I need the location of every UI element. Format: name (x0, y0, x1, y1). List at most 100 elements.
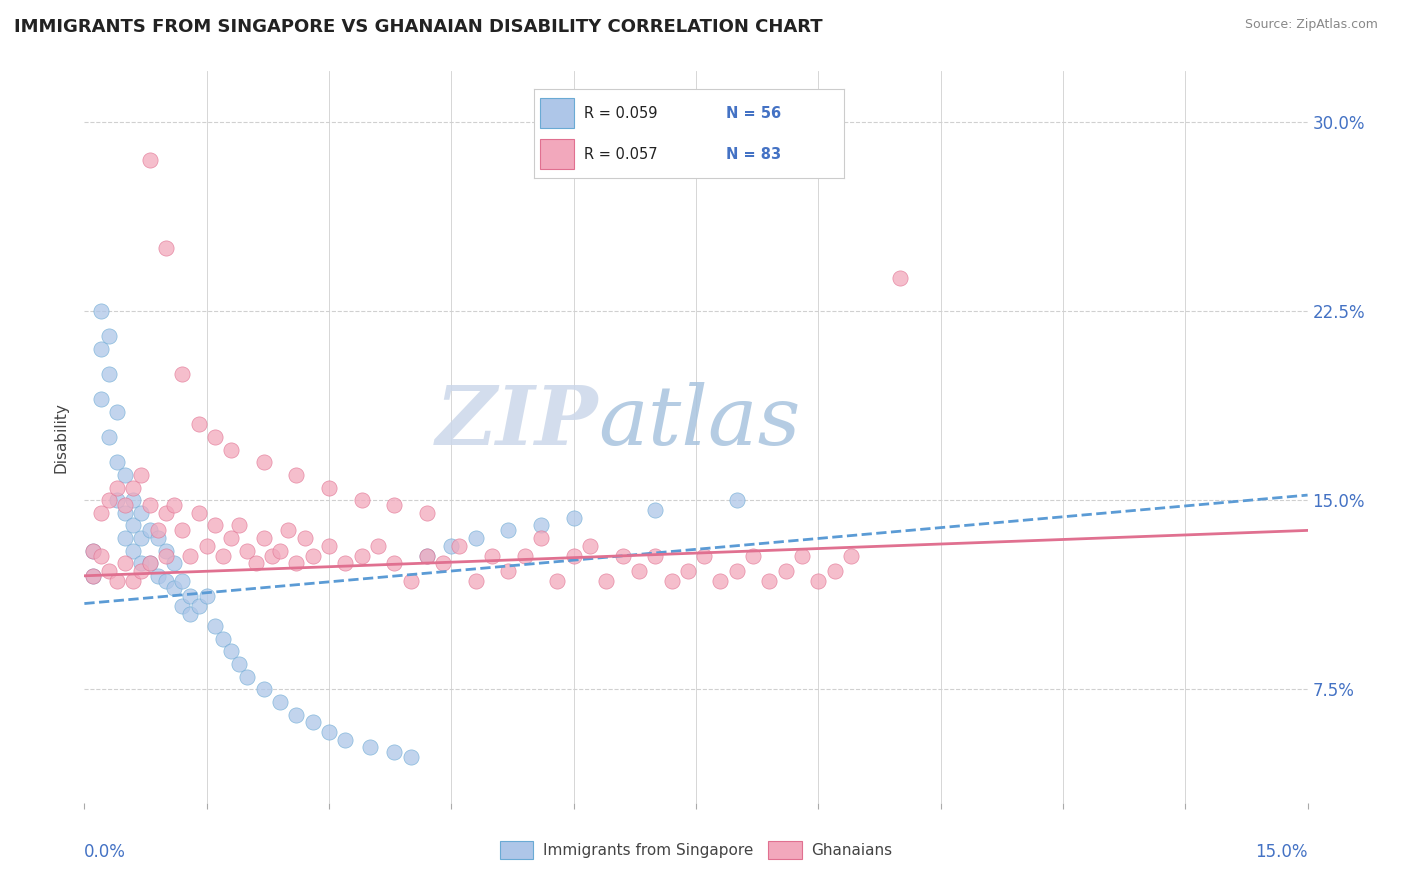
Point (277, 524, 299, 538)
Point (245, 556, 267, 570)
Point (824, 564, 846, 578)
Point (335, 556, 357, 570)
Point (138, 556, 160, 570)
Point (105, 455, 128, 469)
Point (709, 574, 731, 588)
Point (449, 539, 471, 553)
Point (219, 442, 242, 457)
Point (285, 707, 308, 722)
Point (172, 599, 194, 613)
Point (195, 539, 218, 553)
Point (204, 518, 226, 533)
Point (114, 467, 136, 482)
Point (195, 589, 218, 603)
Point (228, 518, 250, 533)
Point (131, 556, 153, 570)
Text: atlas: atlas (598, 383, 800, 462)
Bar (540, 139, 575, 169)
Point (90, 549, 112, 563)
Point (579, 539, 602, 553)
Point (676, 564, 699, 578)
Point (172, 367, 194, 381)
Point (155, 506, 177, 520)
Point (627, 564, 650, 578)
Point (416, 506, 439, 520)
Point (219, 644, 242, 658)
Point (498, 524, 520, 538)
Point (301, 549, 323, 563)
Point (82, 569, 104, 583)
Point (212, 549, 235, 563)
Point (105, 574, 128, 588)
Point (146, 524, 169, 538)
Point (513, 549, 536, 563)
Point (122, 481, 145, 495)
Bar (540, 98, 575, 128)
Point (269, 695, 291, 709)
Text: N = 56: N = 56 (725, 106, 782, 120)
Point (97, 493, 120, 508)
Point (562, 549, 585, 563)
Point (253, 682, 276, 697)
Text: Source: ZipAtlas.com: Source: ZipAtlas.com (1244, 18, 1378, 31)
Point (382, 745, 405, 759)
Point (839, 549, 862, 563)
Point (399, 750, 422, 764)
Point (114, 556, 136, 570)
Point (187, 417, 209, 432)
Point (187, 506, 209, 520)
Point (155, 549, 177, 563)
Point (172, 574, 194, 588)
Point (464, 531, 486, 545)
Point (155, 241, 177, 255)
Point (644, 549, 666, 563)
Point (82, 569, 104, 583)
Point (350, 549, 373, 563)
Point (758, 574, 780, 588)
Point (82, 543, 104, 558)
Point (481, 549, 503, 563)
Point (179, 607, 201, 621)
Text: R = 0.057: R = 0.057 (583, 147, 658, 161)
Point (595, 574, 617, 588)
Point (114, 506, 136, 520)
Point (432, 556, 454, 570)
Point (742, 549, 765, 563)
Point (122, 543, 145, 558)
Point (236, 543, 259, 558)
Point (138, 498, 160, 512)
Point (97, 430, 120, 444)
Point (367, 539, 389, 553)
Text: N = 83: N = 83 (725, 147, 782, 161)
Point (122, 574, 145, 588)
Point (294, 531, 316, 545)
Point (464, 574, 486, 588)
Point (285, 467, 308, 482)
Text: R = 0.059: R = 0.059 (583, 106, 657, 120)
Point (889, 271, 911, 285)
Point (114, 531, 136, 545)
Point (644, 503, 666, 517)
Point (530, 518, 553, 533)
Point (301, 715, 323, 730)
Point (122, 518, 145, 533)
Point (172, 524, 194, 538)
Point (204, 619, 226, 633)
Point (82, 543, 104, 558)
Text: 0.0%: 0.0% (84, 843, 127, 861)
Point (138, 556, 160, 570)
Point (105, 481, 128, 495)
Point (97, 564, 120, 578)
Point (131, 531, 153, 545)
Point (90, 506, 112, 520)
Point (318, 539, 340, 553)
Point (285, 556, 308, 570)
Point (179, 549, 201, 563)
Text: IMMIGRANTS FROM SINGAPORE VS GHANAIAN DISABILITY CORRELATION CHART: IMMIGRANTS FROM SINGAPORE VS GHANAIAN DI… (14, 18, 823, 36)
Point (399, 574, 422, 588)
Point (661, 574, 683, 588)
Point (228, 657, 250, 671)
Point (530, 531, 553, 545)
Point (155, 543, 177, 558)
Point (97, 329, 120, 343)
